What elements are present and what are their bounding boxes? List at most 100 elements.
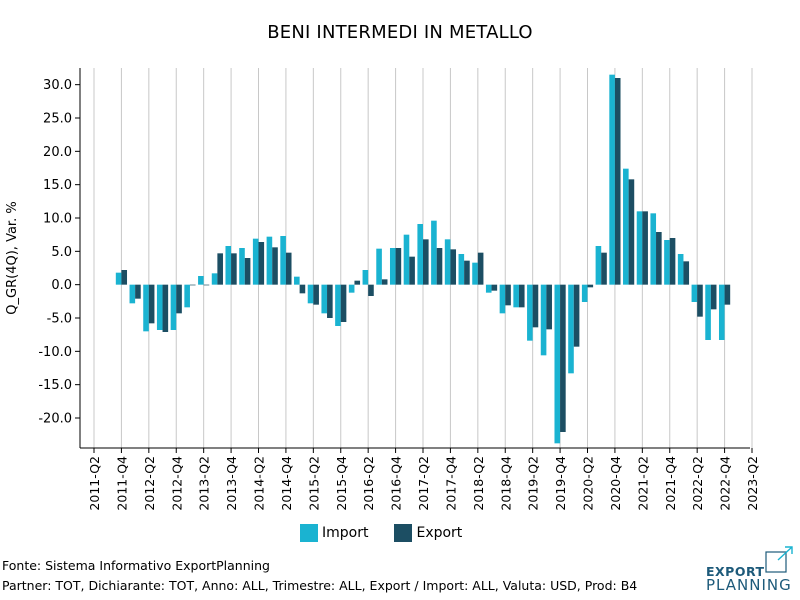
bar-import-2014-Q1 xyxy=(239,248,245,285)
bar-export-2011-Q4 xyxy=(121,270,128,285)
x-tick-label: 2017-Q2 xyxy=(416,456,431,511)
bar-import-2018-Q1 xyxy=(458,254,465,285)
exportplanning-logo[interactable]: EXPORT PLANNING xyxy=(706,546,798,594)
bar-import-2020-Q2 xyxy=(581,284,588,302)
bar-export-2022-Q2 xyxy=(697,284,703,317)
bar-export-2021-Q3 xyxy=(656,232,662,285)
bar-export-2018-Q3 xyxy=(491,284,498,291)
y-tick-label: -20.0 xyxy=(38,412,72,427)
bar-import-2018-Q4 xyxy=(499,284,506,314)
bar-import-2017-Q2 xyxy=(417,224,423,285)
bar-export-2015-Q1 xyxy=(299,284,306,294)
logo-mark-icon xyxy=(765,546,793,573)
bar-export-2016-Q3 xyxy=(381,279,388,285)
chart-title: BENI INTERMEDI IN METALLO xyxy=(267,22,533,43)
x-tick-label: 2020-Q4 xyxy=(608,456,623,511)
bar-export-2012-Q1 xyxy=(135,284,141,299)
bar-export-2012-Q3 xyxy=(162,284,169,332)
x-tick-label: 2023-Q2 xyxy=(745,456,760,511)
bar-export-2014-Q2 xyxy=(258,242,265,285)
legend-item-import[interactable]: Import xyxy=(300,524,368,542)
bar-import-2012-Q2 xyxy=(143,284,149,332)
bar-export-2014-Q3 xyxy=(272,247,278,285)
x-tick-label: 2019-Q4 xyxy=(553,456,568,511)
bar-import-2013-Q2 xyxy=(198,276,204,285)
y-tick-label: 5.0 xyxy=(51,245,72,260)
bar-export-2017-Q3 xyxy=(436,248,443,285)
logo-text-planning: PLANNING xyxy=(706,576,792,594)
bar-import-2018-Q2 xyxy=(472,262,478,285)
bar-export-2019-Q1 xyxy=(518,284,525,308)
bar-import-2016-Q1 xyxy=(348,284,355,293)
x-tick-label: 2019-Q2 xyxy=(526,456,541,511)
bar-export-2015-Q4 xyxy=(340,284,347,322)
x-tick-label: 2021-Q4 xyxy=(663,456,678,511)
bar-export-2018-Q1 xyxy=(464,260,470,285)
y-tick-label: 10.0 xyxy=(43,212,72,227)
bar-export-2021-Q1 xyxy=(628,179,635,285)
bar-import-2018-Q3 xyxy=(485,284,492,293)
bar-import-2022-Q2 xyxy=(691,284,698,302)
bar-export-2013-Q3 xyxy=(217,253,223,285)
bar-export-2017-Q2 xyxy=(423,239,429,285)
x-tick-label: 2020-Q2 xyxy=(581,456,596,511)
bar-import-2013-Q3 xyxy=(211,273,218,285)
x-tick-label: 2015-Q2 xyxy=(306,456,321,511)
y-tick-label: -5.0 xyxy=(47,312,72,327)
bar-export-2016-Q1 xyxy=(354,280,361,285)
bar-import-2015-Q3 xyxy=(321,284,328,314)
bar-import-2014-Q2 xyxy=(252,238,259,285)
bar-import-2020-Q3 xyxy=(595,246,602,285)
bar-import-2021-Q1 xyxy=(623,168,629,285)
bar-export-2014-Q1 xyxy=(244,258,251,285)
bar-import-2019-Q2 xyxy=(527,284,533,341)
axes: 2011-Q2 2011-Q4 2012-Q2 2012-Q4 2013-Q2 2013-… xyxy=(5,68,760,511)
bar-export-2020-Q2 xyxy=(587,284,594,288)
bar-export-2017-Q1 xyxy=(409,256,415,285)
bar-export-2020-Q4 xyxy=(614,78,621,285)
legend-item-export[interactable]: Export xyxy=(394,524,462,542)
x-tick-label: 2011-Q4 xyxy=(114,456,129,511)
bar-export-2018-Q2 xyxy=(477,252,484,285)
grid-lines xyxy=(93,68,753,448)
bar-import-2012-Q3 xyxy=(156,284,163,330)
x-tick-label: 2012-Q4 xyxy=(169,456,184,511)
y-tick-label: -10.0 xyxy=(38,345,72,360)
bar-import-2014-Q4 xyxy=(280,236,286,285)
bar-import-2012-Q1 xyxy=(129,284,136,304)
x-tick-label: 2018-Q4 xyxy=(498,456,513,511)
bar-export-2014-Q4 xyxy=(285,252,292,285)
y-tick-label: 25.0 xyxy=(43,112,72,127)
y-axis-label: Q_GR(4Q), Var. % xyxy=(5,201,20,314)
bar-import-2021-Q2 xyxy=(636,211,643,285)
bar-import-2022-Q3 xyxy=(705,284,711,340)
bar-import-2011-Q4 xyxy=(115,272,122,285)
bar-export-2021-Q2 xyxy=(642,211,648,285)
bar-export-2021-Q4 xyxy=(669,238,676,285)
bar-export-2016-Q2 xyxy=(368,284,374,296)
bar-export-2022-Q3 xyxy=(710,284,717,310)
bar-import-2015-Q1 xyxy=(294,276,300,285)
bar-export-2020-Q3 xyxy=(601,252,607,285)
bar-import-2016-Q2 xyxy=(362,270,369,285)
bar-export-2013-Q1 xyxy=(189,284,196,286)
y-tick-label: -15.0 xyxy=(38,378,72,393)
bar-import-2017-Q4 xyxy=(444,239,451,285)
bar-import-2016-Q4 xyxy=(389,248,396,285)
bar-import-2014-Q3 xyxy=(266,236,273,285)
bar-import-2022-Q1 xyxy=(677,254,684,285)
x-tick-label: 2013-Q2 xyxy=(197,456,212,511)
bar-import-2015-Q4 xyxy=(335,284,341,326)
bar-import-2019-Q3 xyxy=(540,284,547,356)
x-tick-label: 2015-Q4 xyxy=(334,456,349,511)
bar-export-2017-Q4 xyxy=(450,249,457,285)
bar-import-2016-Q3 xyxy=(376,248,382,285)
x-tick-label: 2016-Q4 xyxy=(389,456,404,511)
bar-import-2022-Q4 xyxy=(718,284,725,340)
bar-import-2017-Q3 xyxy=(431,220,437,285)
x-tick-label: 2014-Q4 xyxy=(279,456,294,511)
legend-swatch-export xyxy=(394,524,413,542)
bar-export-2012-Q4 xyxy=(176,284,182,314)
bar-export-2016-Q4 xyxy=(395,248,402,285)
